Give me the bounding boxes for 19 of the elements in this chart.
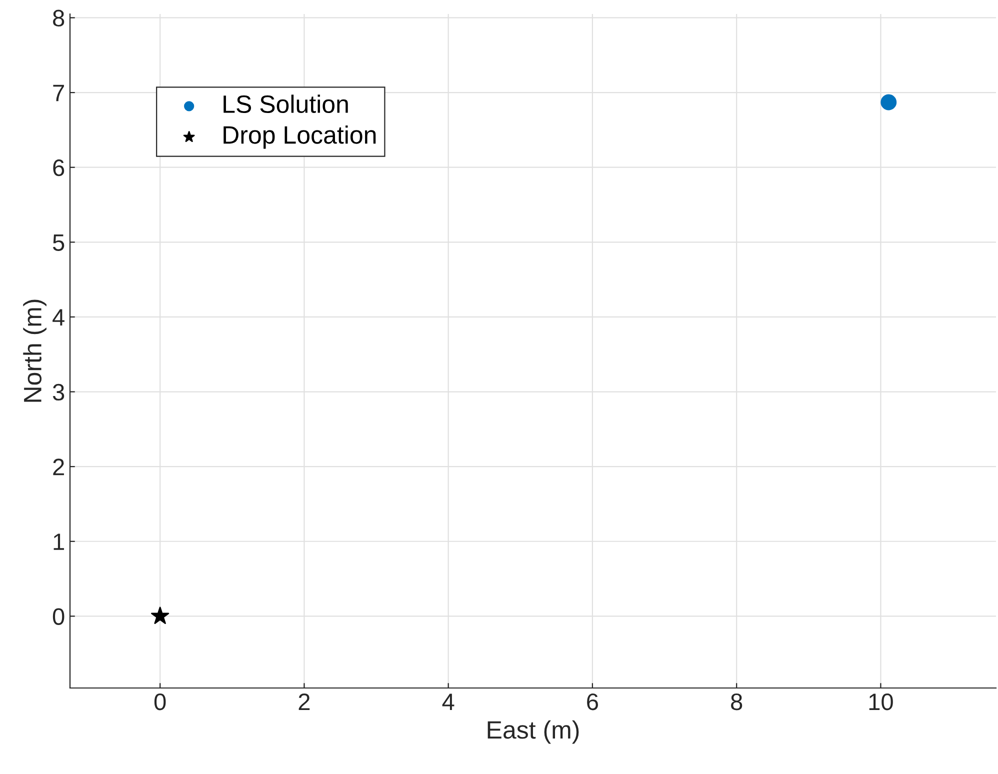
y-tick-label: 7 (53, 84, 64, 102)
legend-label: LS Solution (224, 94, 348, 114)
y-tick-label: 5 (52, 234, 64, 251)
y-tick-label: 3 (52, 384, 64, 401)
x-tick-label: 8 (731, 693, 742, 710)
y-tick-label: 1 (54, 534, 64, 550)
y-tick-label: 0 (52, 608, 64, 625)
y-tick-label: 2 (53, 458, 64, 476)
y-tick-label: 8 (53, 10, 64, 27)
y-tick-label: 4 (52, 309, 64, 326)
legend-label: Drop Location (224, 125, 376, 149)
x-tick-label: 10 (869, 693, 893, 710)
x-axis-title: East (m) (488, 720, 579, 744)
x-tick-label: 2 (298, 693, 310, 710)
x-tick-label: 0 (154, 693, 166, 710)
x-tick-label: 6 (587, 693, 598, 710)
x-tick-label: 4 (442, 694, 454, 710)
y-tick-label: 6 (53, 159, 64, 176)
y-axis-title: North (m) (23, 300, 46, 402)
